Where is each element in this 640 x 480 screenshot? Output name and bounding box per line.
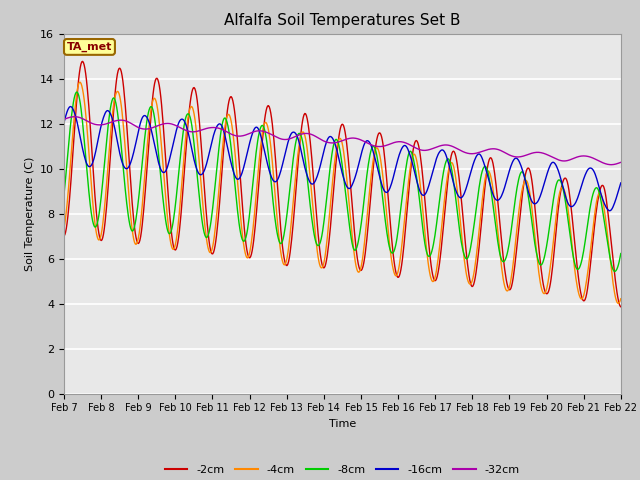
-4cm: [614, 300, 622, 306]
-4cm: [428, 276, 435, 282]
-32cm: [617, 159, 625, 165]
Text: TA_met: TA_met: [67, 42, 112, 52]
-2cm: [128, 200, 136, 205]
-2cm: [60, 233, 68, 239]
-2cm: [214, 217, 222, 223]
-8cm: [128, 228, 136, 234]
-8cm: [214, 153, 222, 159]
-16cm: [71, 111, 79, 117]
Line: -8cm: -8cm: [64, 92, 621, 271]
Legend: -2cm, -4cm, -8cm, -16cm, -32cm: -2cm, -4cm, -8cm, -16cm, -32cm: [161, 460, 524, 479]
-16cm: [428, 175, 435, 180]
-8cm: [617, 251, 625, 256]
-2cm: [617, 304, 625, 310]
-8cm: [70, 96, 78, 102]
-32cm: [185, 129, 193, 134]
-16cm: [185, 132, 193, 138]
-4cm: [128, 227, 136, 232]
-8cm: [611, 268, 618, 274]
-32cm: [70, 114, 78, 120]
-16cm: [411, 170, 419, 176]
-4cm: [76, 79, 84, 85]
-4cm: [60, 225, 68, 231]
-8cm: [60, 192, 68, 197]
-32cm: [71, 114, 79, 120]
-16cm: [67, 104, 74, 109]
-16cm: [128, 155, 136, 161]
-8cm: [411, 163, 419, 169]
-2cm: [70, 133, 78, 139]
-2cm: [79, 59, 86, 64]
-4cm: [411, 152, 419, 157]
-32cm: [214, 125, 222, 131]
-16cm: [617, 180, 625, 186]
-8cm: [428, 251, 435, 256]
-4cm: [214, 196, 222, 202]
Line: -2cm: -2cm: [64, 61, 621, 307]
-8cm: [185, 111, 193, 117]
-8cm: [74, 89, 81, 95]
Title: Alfalfa Soil Temperatures Set B: Alfalfa Soil Temperatures Set B: [224, 13, 461, 28]
-2cm: [428, 262, 435, 268]
Line: -32cm: -32cm: [64, 117, 621, 165]
-32cm: [607, 162, 615, 168]
-32cm: [128, 121, 136, 127]
-2cm: [411, 140, 419, 145]
-4cm: [617, 296, 625, 301]
-32cm: [60, 117, 68, 122]
-32cm: [428, 146, 435, 152]
-4cm: [185, 111, 193, 117]
Line: -4cm: -4cm: [64, 82, 621, 303]
Line: -16cm: -16cm: [64, 107, 621, 211]
-32cm: [411, 144, 419, 150]
Y-axis label: Soil Temperature (C): Soil Temperature (C): [24, 156, 35, 271]
-4cm: [70, 116, 78, 122]
-16cm: [60, 120, 68, 126]
X-axis label: Time: Time: [329, 419, 356, 429]
-16cm: [214, 122, 222, 128]
-16cm: [606, 208, 614, 214]
-2cm: [185, 113, 193, 119]
